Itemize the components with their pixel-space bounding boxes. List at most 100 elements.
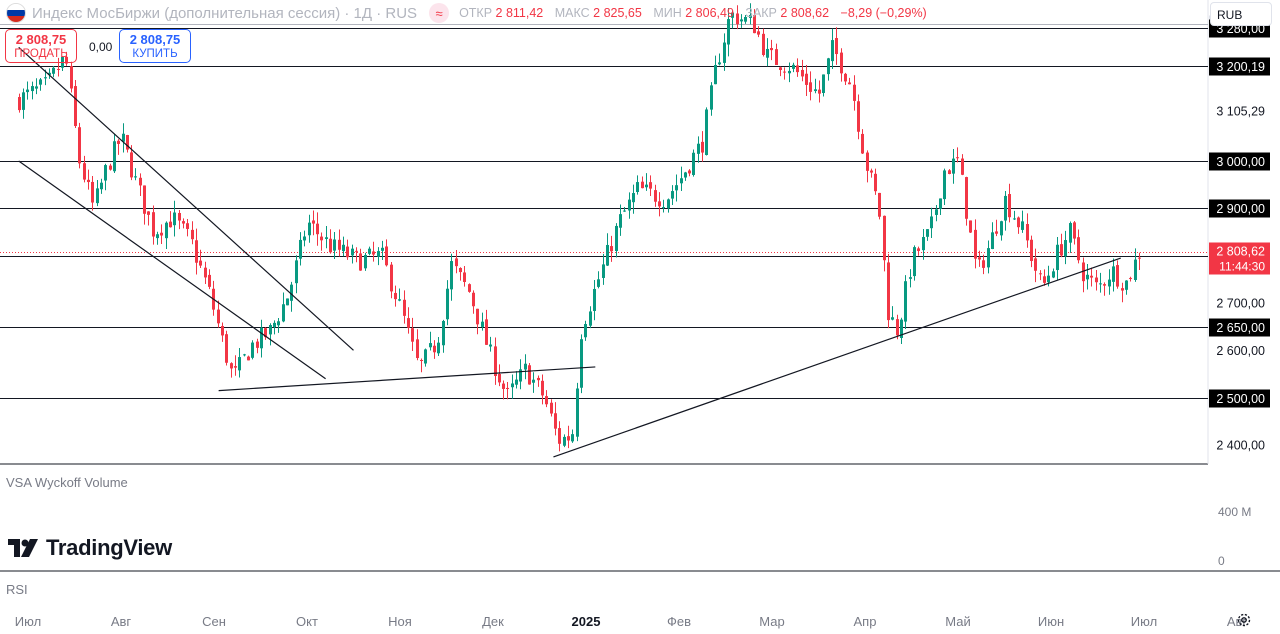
candle-body-12 <box>70 66 73 89</box>
candle-body-95 <box>429 343 432 348</box>
tradingview-logo-text: TradingView <box>46 535 172 560</box>
candle-body-34 <box>165 222 168 239</box>
candle-body-183 <box>809 82 812 92</box>
rsi-indicator-label[interactable]: RSI <box>6 582 28 597</box>
candle-body-79 <box>359 253 362 271</box>
level-tag-2: 3 200,19 <box>1216 60 1265 74</box>
candle-body-170 <box>753 15 756 34</box>
candle-body-59 <box>273 322 276 328</box>
candle-body-219 <box>965 177 968 219</box>
candle-body-193 <box>853 84 856 101</box>
candle-body-226 <box>995 231 998 234</box>
trendline-3[interactable] <box>553 257 1121 458</box>
settings-gear-icon[interactable] <box>1236 612 1252 628</box>
candle-body-231 <box>1017 217 1020 228</box>
buy-label: КУПИТЬ <box>132 48 178 60</box>
candle-body-134 <box>597 279 600 287</box>
currency-selector[interactable]: RUB <box>1210 2 1272 26</box>
candle-body-98 <box>442 321 445 346</box>
trendline-2[interactable] <box>218 366 596 392</box>
candle-body-236 <box>1039 273 1042 275</box>
candle-body-49 <box>230 363 233 369</box>
candle-body-243 <box>1069 223 1072 243</box>
candle-body-71 <box>325 237 328 239</box>
candle-body-68 <box>312 220 315 224</box>
candle-body-72 <box>329 238 332 253</box>
candle-body-106 <box>476 308 479 325</box>
candle-body-216 <box>952 158 955 174</box>
candle-body-116 <box>519 369 522 382</box>
candle-body-145 <box>645 184 648 188</box>
candle-body-60 <box>277 321 280 326</box>
candle-body-163 <box>723 42 726 63</box>
level-tag-6: 2 650,00 <box>1216 321 1265 335</box>
candle-body-159 <box>705 109 708 155</box>
candle-body-55 <box>256 341 259 348</box>
candle-body-229 <box>1008 194 1011 218</box>
level-tag-3: 3 000,00 <box>1216 155 1265 169</box>
candle-body-204 <box>900 319 903 338</box>
candle-body-102 <box>459 268 462 273</box>
candle-body-52 <box>243 354 246 356</box>
trendline-1[interactable] <box>18 160 326 380</box>
candle-body-108 <box>485 319 488 345</box>
volume-indicator-label[interactable]: VSA Wyckoff Volume <box>6 475 128 490</box>
candle-body-123 <box>550 402 553 414</box>
candle-body-119 <box>532 379 535 383</box>
candle-body-215 <box>948 170 951 174</box>
candle-body-164 <box>727 19 730 45</box>
y-tick-0: 3 105,29 <box>1216 105 1265 119</box>
candle-body-26 <box>130 152 133 178</box>
candle-body-200 <box>883 215 886 261</box>
candle-body-148 <box>658 201 661 207</box>
candle-body-47 <box>221 326 224 336</box>
x-tick-5: Дек <box>482 614 504 629</box>
candle-body-9 <box>57 68 60 70</box>
candle-body-11 <box>65 56 68 64</box>
candle-body-196 <box>866 152 869 171</box>
candle-body-80 <box>364 254 367 269</box>
candle-body-190 <box>840 52 843 74</box>
buy-button[interactable]: 2 808,75 КУПИТЬ <box>119 29 191 63</box>
candle-body-135 <box>602 264 605 278</box>
candle-body-222 <box>978 257 981 260</box>
open-label: ОТКР <box>459 6 493 20</box>
candle-body-198 <box>874 173 877 192</box>
candle-body-141 <box>628 199 631 211</box>
sell-button[interactable]: 2 808,75 ПРОДАТЬ <box>5 29 77 63</box>
open-value: 2 811,42 <box>495 6 544 20</box>
low-label: МИН <box>653 6 682 20</box>
candle-body-57 <box>264 328 267 338</box>
tradingview-logo-icon <box>8 539 38 557</box>
candle-body-131 <box>584 324 587 338</box>
candle-body-178 <box>788 70 791 74</box>
candle-body-58 <box>269 325 272 335</box>
candle-body-4 <box>35 86 38 89</box>
candle-body-171 <box>757 31 760 35</box>
candle-body-214 <box>943 170 946 200</box>
approx-icon[interactable]: ≈ <box>429 3 450 23</box>
candle-body-75 <box>342 244 345 252</box>
symbol-title[interactable]: Индекс МосБиржи (дополнительная сессия) … <box>32 4 418 22</box>
trendline-0[interactable] <box>18 46 354 351</box>
candle-body-17 <box>91 181 94 203</box>
candle-body-15 <box>83 163 86 180</box>
candle-body-257 <box>1129 277 1132 279</box>
candle-body-252 <box>1108 279 1111 287</box>
candle-body-189 <box>835 38 838 55</box>
candle-body-161 <box>714 65 717 85</box>
tradingview-logo[interactable]: TradingView <box>8 535 172 561</box>
candle-body-182 <box>805 73 808 85</box>
candle-body-157 <box>697 143 700 154</box>
candle-body-241 <box>1060 244 1063 256</box>
candle-body-105 <box>472 292 475 307</box>
candle-body-232 <box>1021 221 1024 230</box>
candle-body-235 <box>1034 258 1037 271</box>
candle-body-50 <box>234 366 237 368</box>
candle-body-126 <box>563 436 566 446</box>
candle-body-64 <box>295 260 298 284</box>
candle-body-153 <box>680 178 683 184</box>
x-tick-10: Май <box>945 614 970 629</box>
candle-body-76 <box>346 246 349 258</box>
